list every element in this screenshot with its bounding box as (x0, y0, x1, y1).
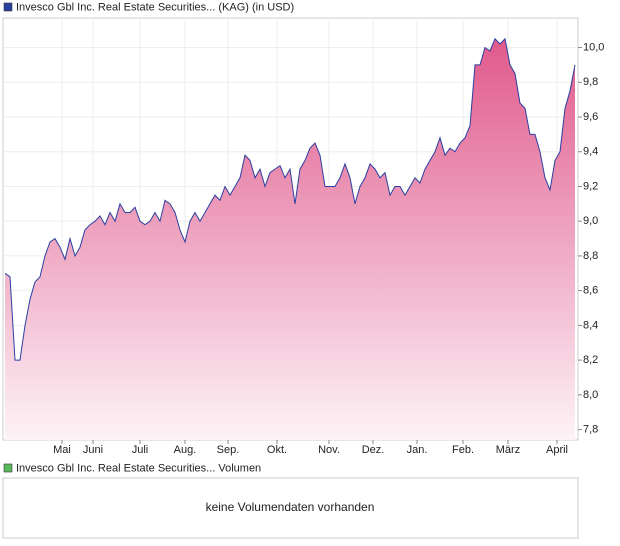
x-tick-label: Dez. (362, 444, 385, 456)
y-tick-label: 8,0 (583, 389, 598, 401)
x-tick-label: Aug. (174, 444, 197, 456)
x-tick-label: April (546, 444, 568, 456)
legend-label: Invesco Gbl Inc. Real Estate Securities.… (16, 1, 294, 13)
y-tick-label: 9,4 (583, 146, 598, 158)
line (4, 37, 576, 361)
y-tick-label: 9,6 (583, 111, 598, 123)
no-data-message: keine Volumendaten vorhanden (206, 500, 375, 514)
x-tick-label: Juli (132, 444, 149, 456)
volume-frame (2, 477, 579, 539)
x-tick-label: Feb. (452, 444, 474, 456)
y-tick-label: 8,6 (583, 285, 598, 297)
x-tick-label: März (496, 444, 520, 456)
legend-swatch (3, 2, 13, 12)
x-tick-label: Okt. (267, 444, 287, 456)
x-tick-label: Juni (83, 444, 103, 456)
x-tick-label: Jan. (407, 444, 428, 456)
y-tick-label: 7,8 (583, 423, 598, 435)
y-tick-label: 8,8 (583, 250, 598, 262)
x-tick-label: Nov. (318, 444, 340, 456)
legend-swatch (3, 463, 13, 473)
x-tick-label: Sep. (217, 444, 240, 456)
y-tick-label: 10,0 (583, 41, 604, 53)
y-tick-label: 9,8 (583, 76, 598, 88)
area (5, 38, 575, 441)
x-tick-label: Mai (53, 444, 71, 456)
legend-label: Invesco Gbl Inc. Real Estate Securities.… (16, 462, 261, 474)
y-tick-label: 8,4 (583, 319, 598, 331)
y-tick-label: 8,2 (583, 354, 598, 366)
y-tick-label: 9,2 (583, 180, 598, 192)
y-tick-label: 9,0 (583, 215, 598, 227)
